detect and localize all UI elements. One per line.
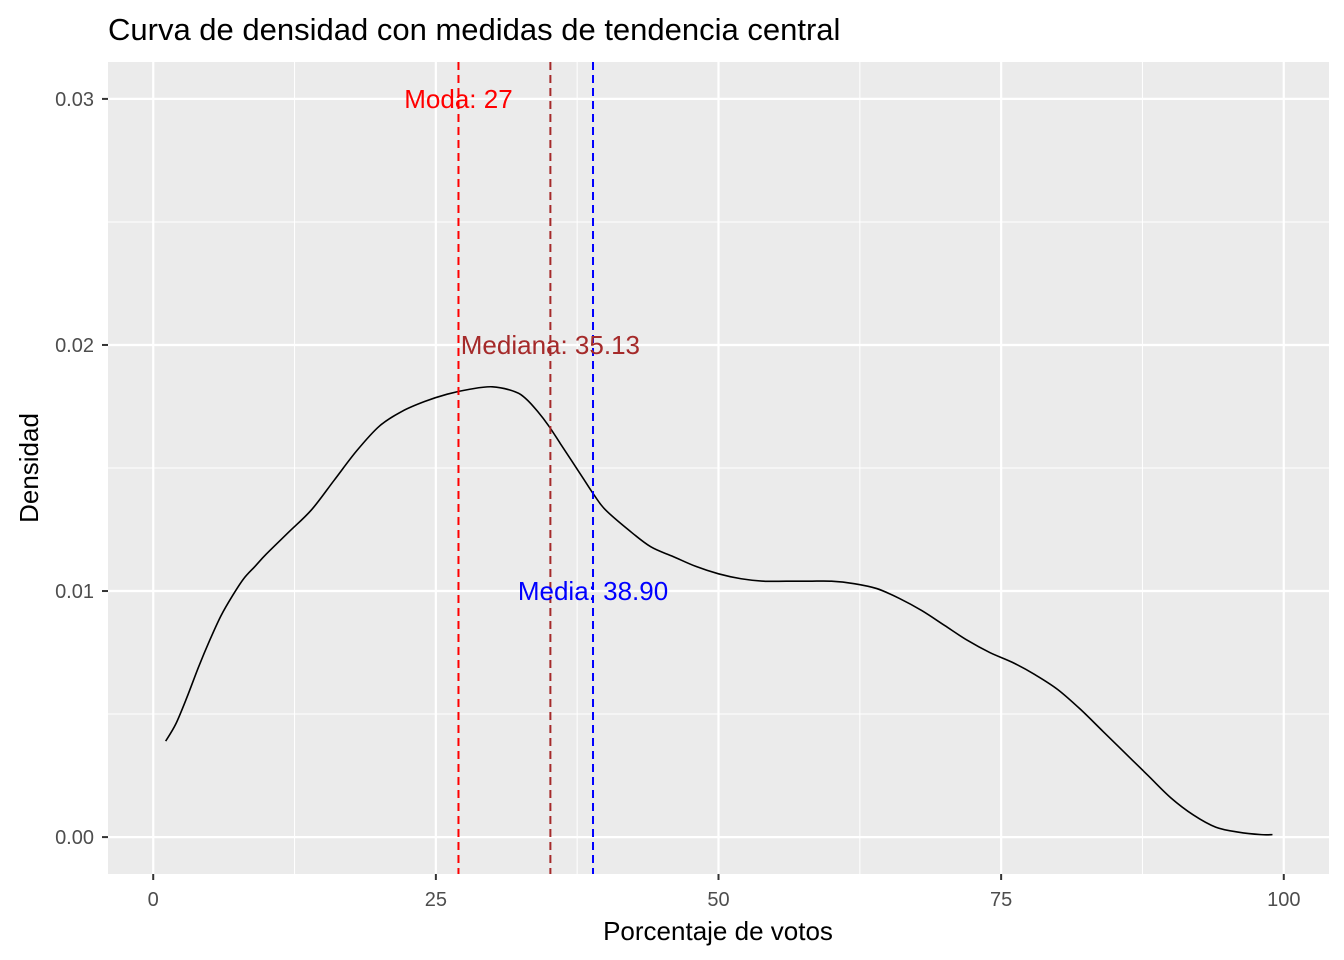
density-curve [164,385,1273,836]
mode-annotation: Moda: 27 [404,84,512,114]
y-tick-label: 0.00 [55,827,94,849]
major-gridlines [108,62,1329,874]
y-tick-label: 0.03 [55,89,94,111]
x-tick-label: 100 [1267,889,1300,911]
density-curve-layer [164,385,1273,836]
reference-lines [457,62,595,874]
annotations: Moda: 27 Mediana: 35.13 Media: 38.90 [404,84,668,606]
x-axis: 0 25 50 75 100 [148,874,1300,911]
y-tick-label: 0.01 [55,581,94,603]
x-tick-label: 75 [990,889,1012,911]
x-tick-label: 50 [707,889,729,911]
mean-annotation: Media: 38.90 [518,576,668,606]
x-tick-label: 0 [148,889,159,911]
median-annotation: Mediana: 35.13 [461,330,640,360]
y-axis-title: Densidad [14,413,44,523]
x-axis-title: Porcentaje de votos [603,916,833,946]
y-tick-label: 0.02 [55,335,94,357]
chart-title: Curva de densidad con medidas de tendenc… [108,12,840,47]
x-tick-label: 25 [425,889,447,911]
y-axis: 0.00 0.01 0.02 0.03 [55,89,108,849]
